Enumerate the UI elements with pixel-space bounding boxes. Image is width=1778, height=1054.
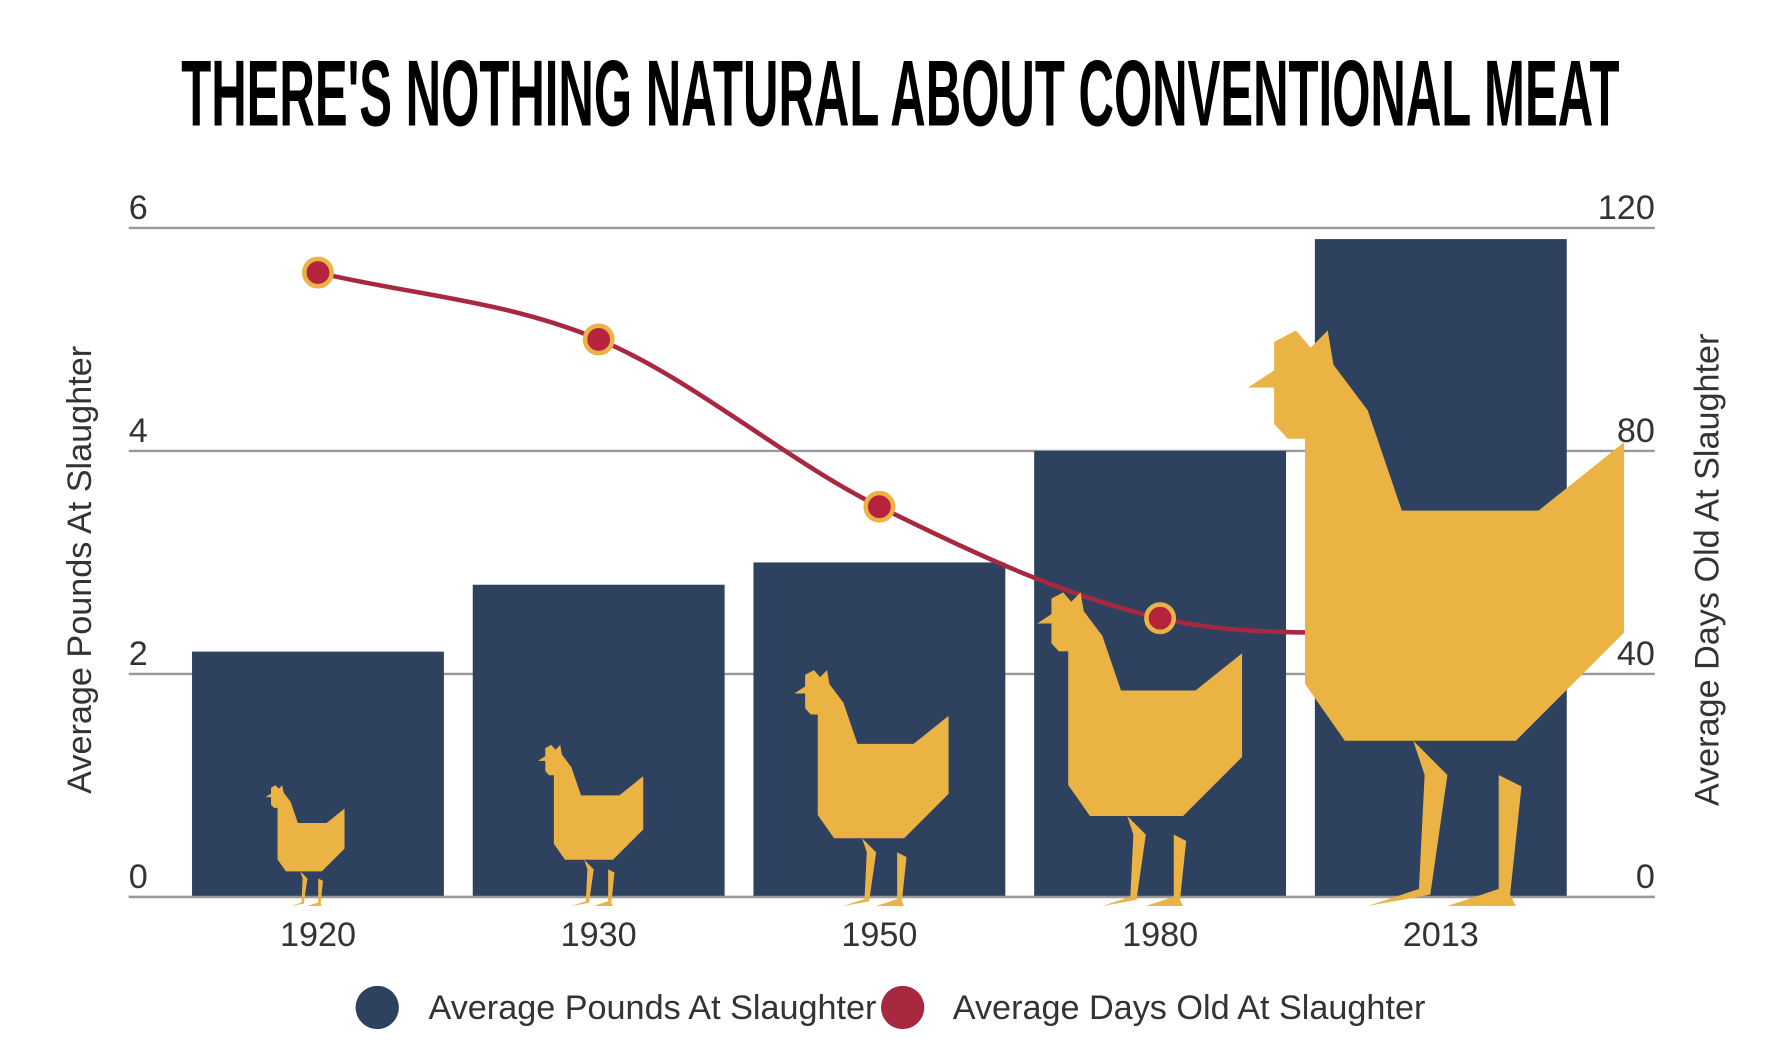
chicken-body — [1247, 330, 1625, 741]
x-tick-label: 1950 — [841, 916, 917, 954]
chicken-body — [537, 744, 644, 860]
chart-body: THERE'S NOTHING NATURAL ABOUT CONVENTION… — [61, 40, 1727, 1030]
x-tick-label: 1980 — [1122, 916, 1198, 954]
legend-label: Average Pounds At Slaughter — [429, 989, 877, 1027]
line-marker — [1144, 602, 1177, 635]
chicken-leg — [571, 859, 594, 907]
x-tick-label: 1920 — [280, 916, 356, 954]
chicken-icon — [794, 670, 949, 907]
chicken-leg — [307, 878, 323, 907]
y2-tick-label: 0 — [1636, 858, 1655, 896]
legend-swatch — [880, 985, 925, 1030]
y-tick-label: 6 — [129, 189, 148, 227]
line-marker — [863, 490, 896, 523]
chicken-icon — [537, 744, 644, 907]
bar — [753, 562, 1006, 897]
y2-axis-title: Average Days Old At Slaughter — [1689, 334, 1727, 807]
line-marker — [302, 256, 334, 289]
y2-tick-label: 40 — [1617, 635, 1655, 673]
chicken-leg — [1447, 774, 1522, 907]
chicken-leg — [1102, 815, 1146, 907]
chicken-leg — [1145, 834, 1187, 907]
chicken-icon — [265, 785, 345, 907]
chicken-body — [265, 785, 345, 872]
chicken-icon — [1247, 330, 1625, 907]
y-axis-title: Average Pounds At Slaughter — [61, 346, 99, 794]
legend-label: Average Days Old At Slaughter — [953, 989, 1426, 1027]
chicken-icon — [1037, 592, 1243, 907]
x-tick-label: 2013 — [1403, 916, 1479, 954]
chart-title: THERE'S NOTHING NATURAL ABOUT CONVENTION… — [181, 40, 1619, 145]
chicken-body — [1037, 592, 1243, 816]
y-tick-label: 2 — [129, 635, 148, 673]
chicken-body — [794, 670, 949, 839]
chicken-leg — [843, 838, 877, 907]
chicken-leg — [593, 869, 615, 907]
line-marker — [582, 323, 615, 356]
legend-swatch — [355, 985, 399, 1030]
chicken-leg — [290, 871, 308, 907]
chicken-leg — [1367, 740, 1448, 907]
y-tick-label: 0 — [129, 858, 148, 896]
y-tick-label: 4 — [129, 412, 148, 450]
chicken-leg — [876, 852, 907, 907]
y2-tick-label: 120 — [1598, 189, 1655, 227]
x-tick-label: 1930 — [561, 916, 637, 954]
